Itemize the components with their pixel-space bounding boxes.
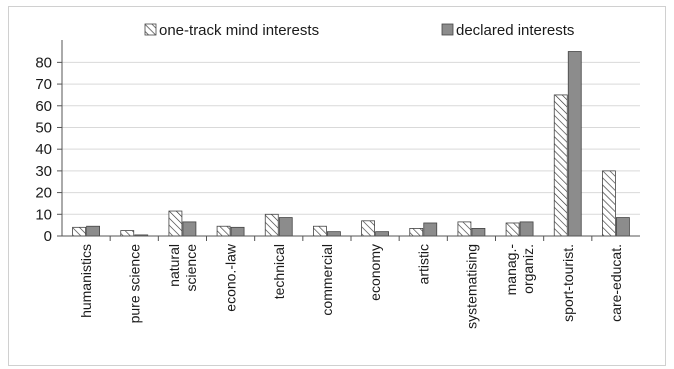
legend-swatch-one-track bbox=[144, 23, 157, 36]
bar-declared bbox=[375, 231, 389, 237]
bar-one-track bbox=[72, 226, 86, 237]
bar-one-track bbox=[457, 221, 472, 237]
bar-declared bbox=[327, 231, 341, 237]
legend-label-declared: declared interests bbox=[456, 22, 574, 39]
y-tick-label: 0 bbox=[44, 228, 52, 245]
bar-declared bbox=[423, 222, 438, 237]
bar-declared bbox=[182, 221, 197, 237]
bar-declared bbox=[519, 221, 534, 237]
x-category-label: natural bbox=[166, 244, 182, 287]
y-tick-label: 30 bbox=[35, 163, 52, 180]
x-category-label: commercial bbox=[319, 244, 335, 316]
bar-declared bbox=[567, 51, 582, 237]
bar-one-track bbox=[120, 230, 135, 237]
bar-one-track bbox=[361, 220, 375, 237]
x-category-label: artistic bbox=[415, 244, 431, 284]
legend-swatch-declared bbox=[441, 23, 454, 36]
bar-one-track bbox=[409, 228, 424, 237]
x-category-label: sport-tourist. bbox=[560, 244, 576, 322]
bar-declared bbox=[616, 217, 630, 237]
axes: 0 10 20 30 40 50 60 70 80 humanistics pure science… bbox=[35, 40, 640, 329]
y-tick-label: 60 bbox=[35, 98, 52, 115]
bar-one-track bbox=[216, 225, 231, 237]
bar-declared bbox=[471, 228, 486, 237]
y-tick-label: 20 bbox=[35, 185, 52, 202]
x-category-label: economy bbox=[367, 244, 383, 301]
x-category-label: systematising bbox=[463, 244, 479, 329]
legend-label-one-track: one-track mind interests bbox=[159, 22, 319, 39]
bar-one-track bbox=[313, 225, 327, 237]
x-category-label: pure science bbox=[126, 244, 142, 324]
x-category-label: manag.- bbox=[503, 244, 519, 296]
bar-declared bbox=[230, 226, 245, 237]
x-category-label: organiz. bbox=[520, 244, 536, 294]
x-category-label: humanistics bbox=[78, 244, 94, 318]
x-category-label: technical bbox=[271, 244, 287, 299]
bar-one-track bbox=[602, 170, 616, 237]
bar-one-track bbox=[168, 210, 183, 237]
bar-declared bbox=[86, 225, 100, 237]
x-category-label: econo.-law bbox=[223, 243, 239, 312]
y-tick-label: 70 bbox=[35, 76, 52, 93]
bar-one-track bbox=[553, 94, 568, 237]
bar-one-track bbox=[264, 213, 279, 237]
gridlines bbox=[62, 61, 640, 215]
x-category-label: care-educat. bbox=[608, 244, 624, 322]
y-tick-label: 10 bbox=[35, 206, 52, 223]
bars bbox=[72, 51, 630, 237]
y-tick-label: 50 bbox=[35, 119, 52, 136]
bar-declared bbox=[278, 217, 293, 237]
y-tick-label: 40 bbox=[35, 141, 52, 158]
y-tick-label: 80 bbox=[35, 54, 52, 71]
legend: one-track mind interests declared interes… bbox=[144, 22, 574, 39]
bar-one-track bbox=[505, 222, 520, 237]
x-category-label: science bbox=[183, 244, 199, 292]
